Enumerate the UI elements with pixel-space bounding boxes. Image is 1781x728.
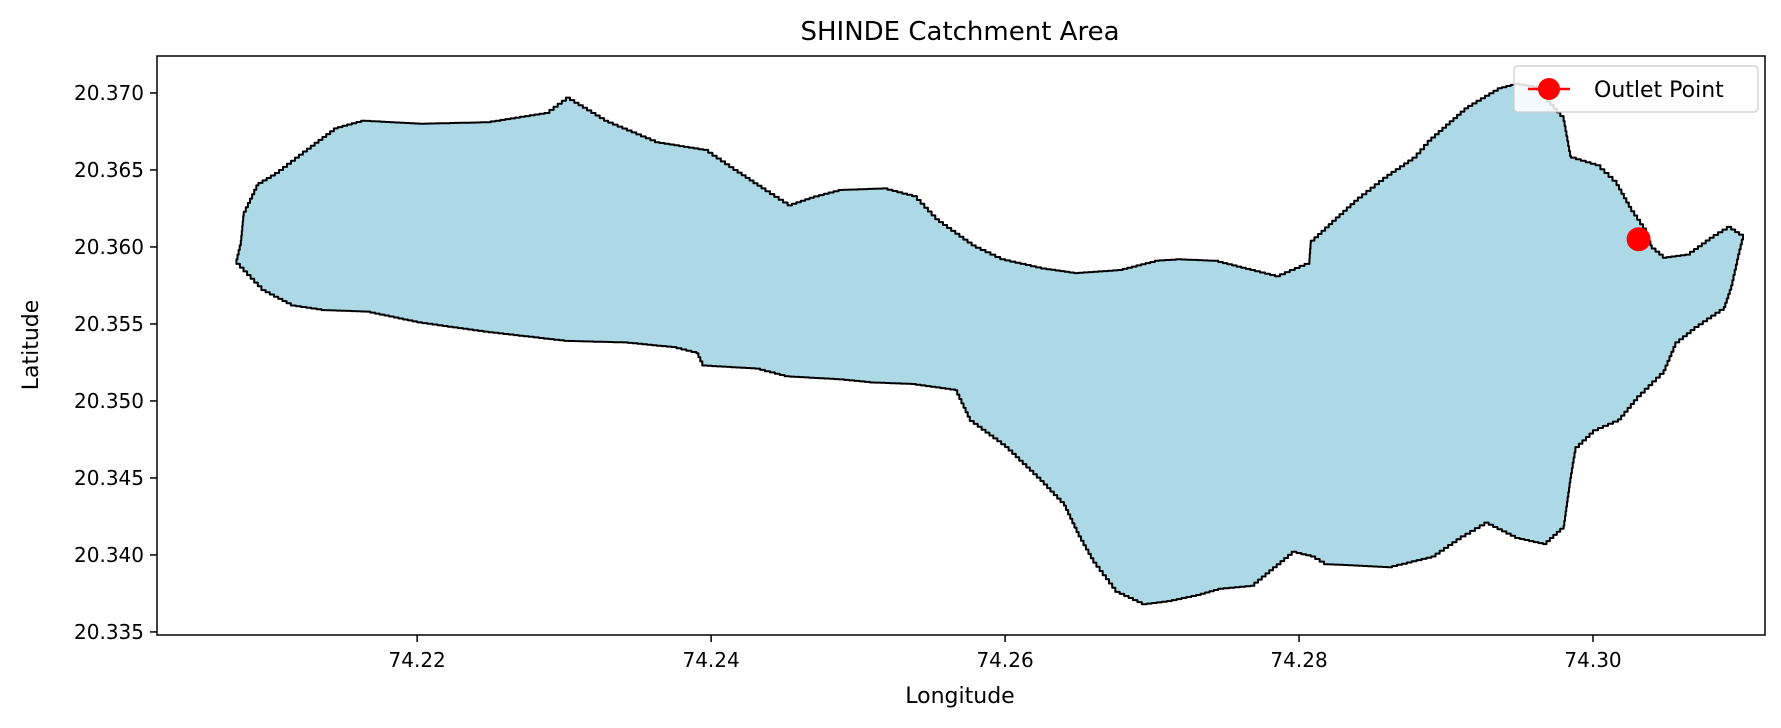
y-tick-label: 20.365 — [74, 158, 144, 182]
legend-marker-swatch — [1538, 78, 1560, 100]
y-tick-label: 20.350 — [74, 389, 144, 413]
y-axis-label: Latitude — [19, 300, 44, 391]
axes: 74.22 74.24 74.26 74.28 74.30 20.33520.34020… — [74, 55, 1766, 672]
plot-area — [157, 56, 1765, 635]
legend-box — [1513, 65, 1759, 113]
legend-label-outlet-point: Outlet Point — [1594, 78, 1724, 103]
x-tick-label: 74.28 — [1270, 648, 1327, 672]
x-tick-label: 74.22 — [389, 648, 446, 672]
y-tick-label: 20.340 — [74, 543, 144, 567]
outlet-layer — [1626, 227, 1651, 252]
y-tick-label: 20.360 — [74, 235, 144, 259]
map-title: SHINDE Catchment Area — [800, 17, 1119, 47]
y-tick-label: 20.335 — [74, 620, 144, 644]
x-tick-label: 74.24 — [682, 648, 739, 672]
x-tick-label: 74.26 — [976, 648, 1033, 672]
x-axis-label: Longitude — [905, 684, 1014, 709]
legend: Outlet Point — [1513, 65, 1759, 113]
y-tick-label: 20.355 — [74, 312, 144, 336]
plot-frame — [156, 55, 1766, 636]
y-tick-label: 20.370 — [74, 81, 144, 105]
catchment-polygon — [235, 82, 1744, 606]
x-axis-ticks: 74.22 74.24 74.26 74.28 74.30 — [389, 635, 1622, 672]
y-axis-ticks: 20.335 20.340 20.345 20.350 20.355 20.360 20.3… — [74, 81, 157, 644]
outlet-point-marker — [1626, 227, 1651, 252]
x-tick-label: 74.30 — [1564, 648, 1621, 672]
y-tick-label: 20.345 — [74, 466, 144, 490]
